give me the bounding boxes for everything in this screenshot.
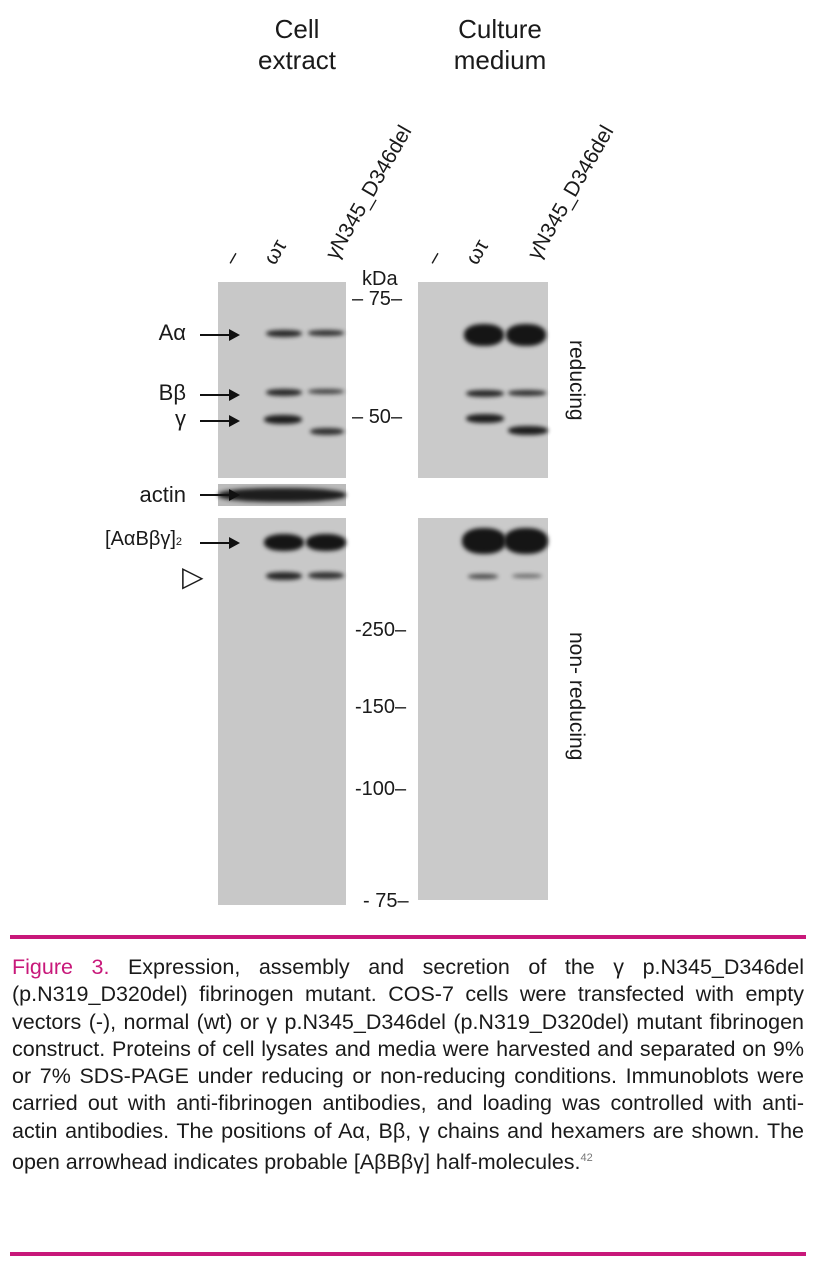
header-culture-medium: Culture medium (453, 14, 547, 75)
marker-50: – 50– (352, 406, 403, 428)
band-gamma-mutant (508, 426, 548, 435)
arrow-icon (200, 329, 240, 341)
lane-label-wt: ωτ (259, 235, 292, 269)
band-hexamer-mutant (504, 528, 548, 554)
marker-100: -100– (355, 778, 407, 800)
lane-label-empty: – (421, 246, 447, 269)
band-hexamer-mutant (306, 534, 346, 551)
band-actin (218, 488, 346, 502)
band-gamma-mutant (310, 428, 344, 435)
lane-label-wt: ωτ (461, 235, 494, 269)
blot-cell-nonreducing (218, 518, 346, 905)
band-gamma-wt (264, 415, 302, 424)
band-half-molecule-mutant (512, 574, 542, 578)
marker-75-reducing: – 75– (352, 288, 403, 310)
band-b-beta-mutant (308, 389, 344, 394)
label-a-alpha: Aα (158, 320, 186, 345)
marker-75-nonreducing: - 75– (363, 890, 409, 912)
band-half-molecule-mutant (308, 572, 344, 579)
blot-medium-nonreducing (418, 518, 548, 900)
kda-label: kDa (362, 268, 398, 290)
arrow-icon (200, 415, 240, 427)
band-gamma-wt (466, 414, 504, 423)
open-arrowhead-icon: ▷ (182, 561, 204, 592)
figure-label: Figure 3. (12, 955, 110, 979)
bottom-rule (10, 1252, 806, 1256)
lane-label-mutant: γN345_D346del (523, 121, 619, 264)
arrow-icon (200, 489, 240, 501)
band-half-molecule-wt (468, 574, 498, 579)
marker-250: -250– (355, 619, 407, 641)
arrow-icon (200, 537, 240, 549)
band-b-beta-wt (466, 390, 504, 397)
band-hexamer-wt (462, 528, 506, 554)
blot-cell-reducing (218, 282, 346, 478)
figure-caption: Figure 3. Expression, assembly and secre… (12, 954, 804, 1177)
band-a-alpha-wt (266, 330, 302, 337)
band-b-beta-mutant (508, 390, 546, 396)
label-b-beta: Bβ (158, 380, 186, 405)
top-rule (10, 935, 806, 939)
blot-actin (218, 484, 346, 506)
marker-150: -150– (355, 696, 407, 718)
label-actin: actin (139, 482, 186, 507)
blot-medium-reducing (418, 282, 548, 478)
band-hexamer-wt (264, 534, 304, 551)
lane-label-empty: – (219, 246, 245, 269)
arrow-icon (200, 389, 240, 401)
band-b-beta-wt (266, 389, 302, 396)
label-gamma: γ (175, 406, 186, 431)
header-cell-extract: Cell extract (257, 14, 337, 75)
caption-ref: 42 (580, 1152, 593, 1165)
band-a-alpha-mutant (308, 330, 344, 336)
band-a-alpha-wt (464, 324, 504, 346)
lane-label-mutant: γN345_D346del (321, 121, 417, 264)
label-hexamer: [AαBβγ]2 (105, 528, 182, 550)
band-a-alpha-mutant (506, 324, 546, 346)
condition-nonreducing: non- reducing (565, 632, 588, 761)
condition-reducing: reducing (565, 340, 588, 421)
caption-text: Expression, assembly and secretion of th… (12, 955, 804, 1175)
band-half-molecule-wt (266, 572, 302, 580)
